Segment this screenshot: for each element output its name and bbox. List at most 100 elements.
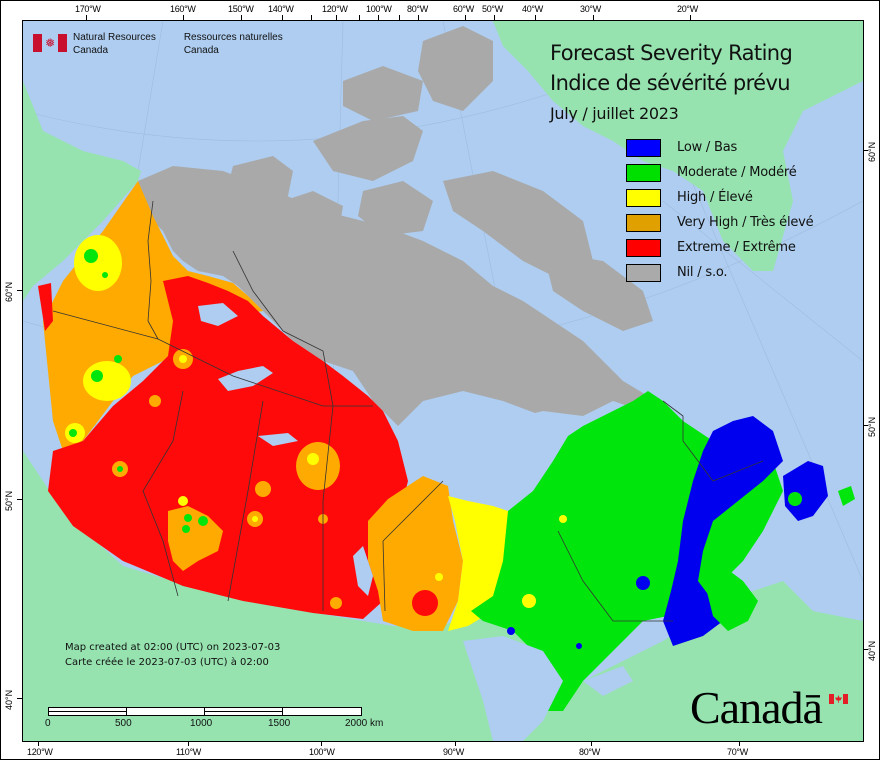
extreme-bc-coast [38,283,53,331]
scale-bar [48,707,362,716]
agency-name-fr: Ressources naturelles Canada [183,32,283,56]
created-fr: Carte créée le 2023-07-03 (UTC) à 02:00 [65,657,269,668]
nil-island [235,216,273,256]
nrcan-signature: ❅ Natural Resources Canada Ressources na… [33,31,283,57]
greenland [493,21,863,271]
legend-swatch [626,138,661,157]
high-hotspot [74,235,122,291]
left-axis-label: 40°N [4,689,14,710]
left-axis-label: 60°N [4,281,14,302]
legend-item-moderate: Moderate / Modéré [626,160,813,185]
low-labrador [663,416,783,646]
lake-ontario [583,666,633,696]
very-high-spot [149,395,161,407]
nil-island [228,156,293,201]
left-axis-label: 50°N [4,490,14,511]
nil-island [278,191,343,241]
high-spot [559,515,567,523]
right-axis-label: 50°N [867,416,877,437]
moderate-spot [114,355,122,363]
bottom-axis-label: 90°W [443,747,464,757]
title-period: July / juillet 2023 [550,104,679,123]
top-axis-label: 170°W [75,4,101,14]
moderate-spot [69,429,77,437]
high-spot [179,355,187,363]
very-high-manitoba [368,476,463,631]
moderate-spot [184,514,192,522]
scale-label: 0 [45,718,51,729]
bottom-axis-label: 110°W [176,747,201,757]
province-borders [52,200,764,622]
map-title: Forecast Severity Rating Indice de sévér… [550,38,793,127]
top-axis-label: 80°W [407,4,428,14]
moderate-spot [84,249,98,263]
severity-map[interactable]: ❅ Natural Resources Canada Ressources na… [22,20,864,742]
title-en: Forecast Severity Rating [550,41,793,65]
alaska [23,21,141,301]
low-spot [507,627,515,635]
top-axis-label: 120°W [322,4,348,14]
bottom-axis-label: 120°W [27,747,53,757]
nil-island [343,66,423,121]
legend-item-nil: Nil / s.o. [626,260,813,285]
nil-island [358,181,433,236]
low-newfoundland [783,461,828,521]
map-canvas [23,21,863,741]
lake-athabasca [258,433,298,446]
canada-wordmark: Canadā [690,682,823,733]
legend-item-high: High / Élevé [626,185,813,210]
top-axis-label: 140°W [268,4,294,14]
wordmark-flag-icon [829,694,848,704]
moderate-spot [117,466,123,472]
low-spot [576,643,582,649]
high-spot [252,516,258,522]
top-axis-label: 160°W [170,4,196,14]
created-en: Map created at 02:00 (UTC) on 2023-07-03 [65,642,281,653]
high-spot [178,496,188,506]
top-axis-label: 50°W [482,4,503,14]
agency-name-en: Natural Resources Canada [73,32,156,56]
high-hotspot [83,361,131,401]
very-high-hotspot [296,442,340,490]
map-creation-note: Map created at 02:00 (UTC) on 2023-07-03… [65,640,280,670]
moderate-spot [91,370,103,382]
legend-swatch [626,238,661,257]
bottom-axis-label: 80°W [579,747,600,757]
moderate-nfld-east [838,486,855,506]
scale-label: 1500 [268,718,291,729]
moderate-spot [198,516,208,526]
bottom-axis-label: 70°W [727,747,748,757]
top-axis-label: 150°W [228,4,254,14]
scale-label: 500 [115,718,132,729]
great-slave-lake [218,366,273,391]
nil-island [418,26,493,111]
great-bear-lake [198,303,238,326]
legend-item-extreme: Extreme / Extrême [626,235,813,260]
very-high-spot [255,481,271,497]
legend-item-very-high: Very High / Très élevé [626,210,814,235]
top-axis-label: 20°W [677,4,698,14]
moderate-maritimes [703,566,758,631]
great-lakes [463,636,563,741]
very-high-alberta [168,506,223,571]
lake-winnipeg [353,546,373,596]
nil-island [313,116,423,181]
legend-swatch [626,163,661,182]
legend-swatch [626,188,661,207]
usa [23,451,863,741]
high-spot [307,453,319,465]
nil-island [543,251,653,331]
legend: Low / Bas Moderate / Modéré High / Élevé… [626,135,814,285]
legend-item-low: Low / Bas [626,135,813,160]
moderate-spot [788,492,802,506]
top-axis-label: 100°W [366,4,392,14]
legend-swatch [626,263,661,282]
scale-label: 1000 [190,718,213,729]
legend-swatch [626,213,661,232]
very-high-spot [330,597,342,609]
extreme-central [48,276,408,619]
extreme-spot [412,590,438,616]
top-axis-label: 30°W [580,4,601,14]
moderate-spot [102,272,108,278]
right-axis-label: 60°N [867,141,877,162]
